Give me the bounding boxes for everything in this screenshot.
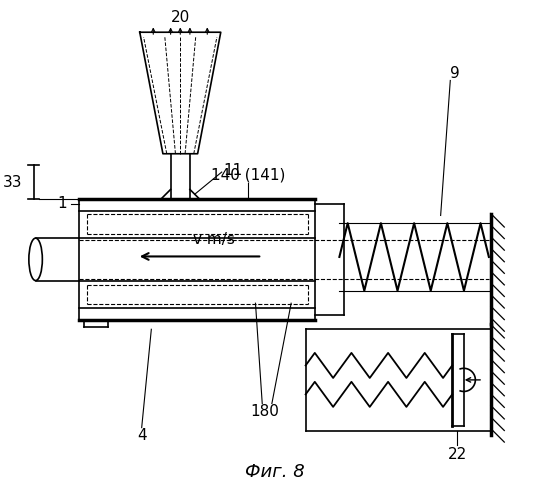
Text: 20: 20 — [170, 10, 190, 24]
Text: 22: 22 — [448, 447, 467, 462]
Text: 140 (141): 140 (141) — [211, 168, 285, 182]
Text: 180: 180 — [251, 404, 280, 418]
Text: Фиг. 8: Фиг. 8 — [245, 463, 304, 481]
Text: 11: 11 — [224, 162, 243, 178]
Ellipse shape — [29, 238, 42, 281]
Text: v m/s: v m/s — [193, 232, 235, 247]
Text: 33: 33 — [3, 174, 22, 190]
Text: 4: 4 — [137, 428, 146, 443]
Text: 1: 1 — [58, 196, 68, 212]
Text: 9: 9 — [450, 66, 460, 81]
